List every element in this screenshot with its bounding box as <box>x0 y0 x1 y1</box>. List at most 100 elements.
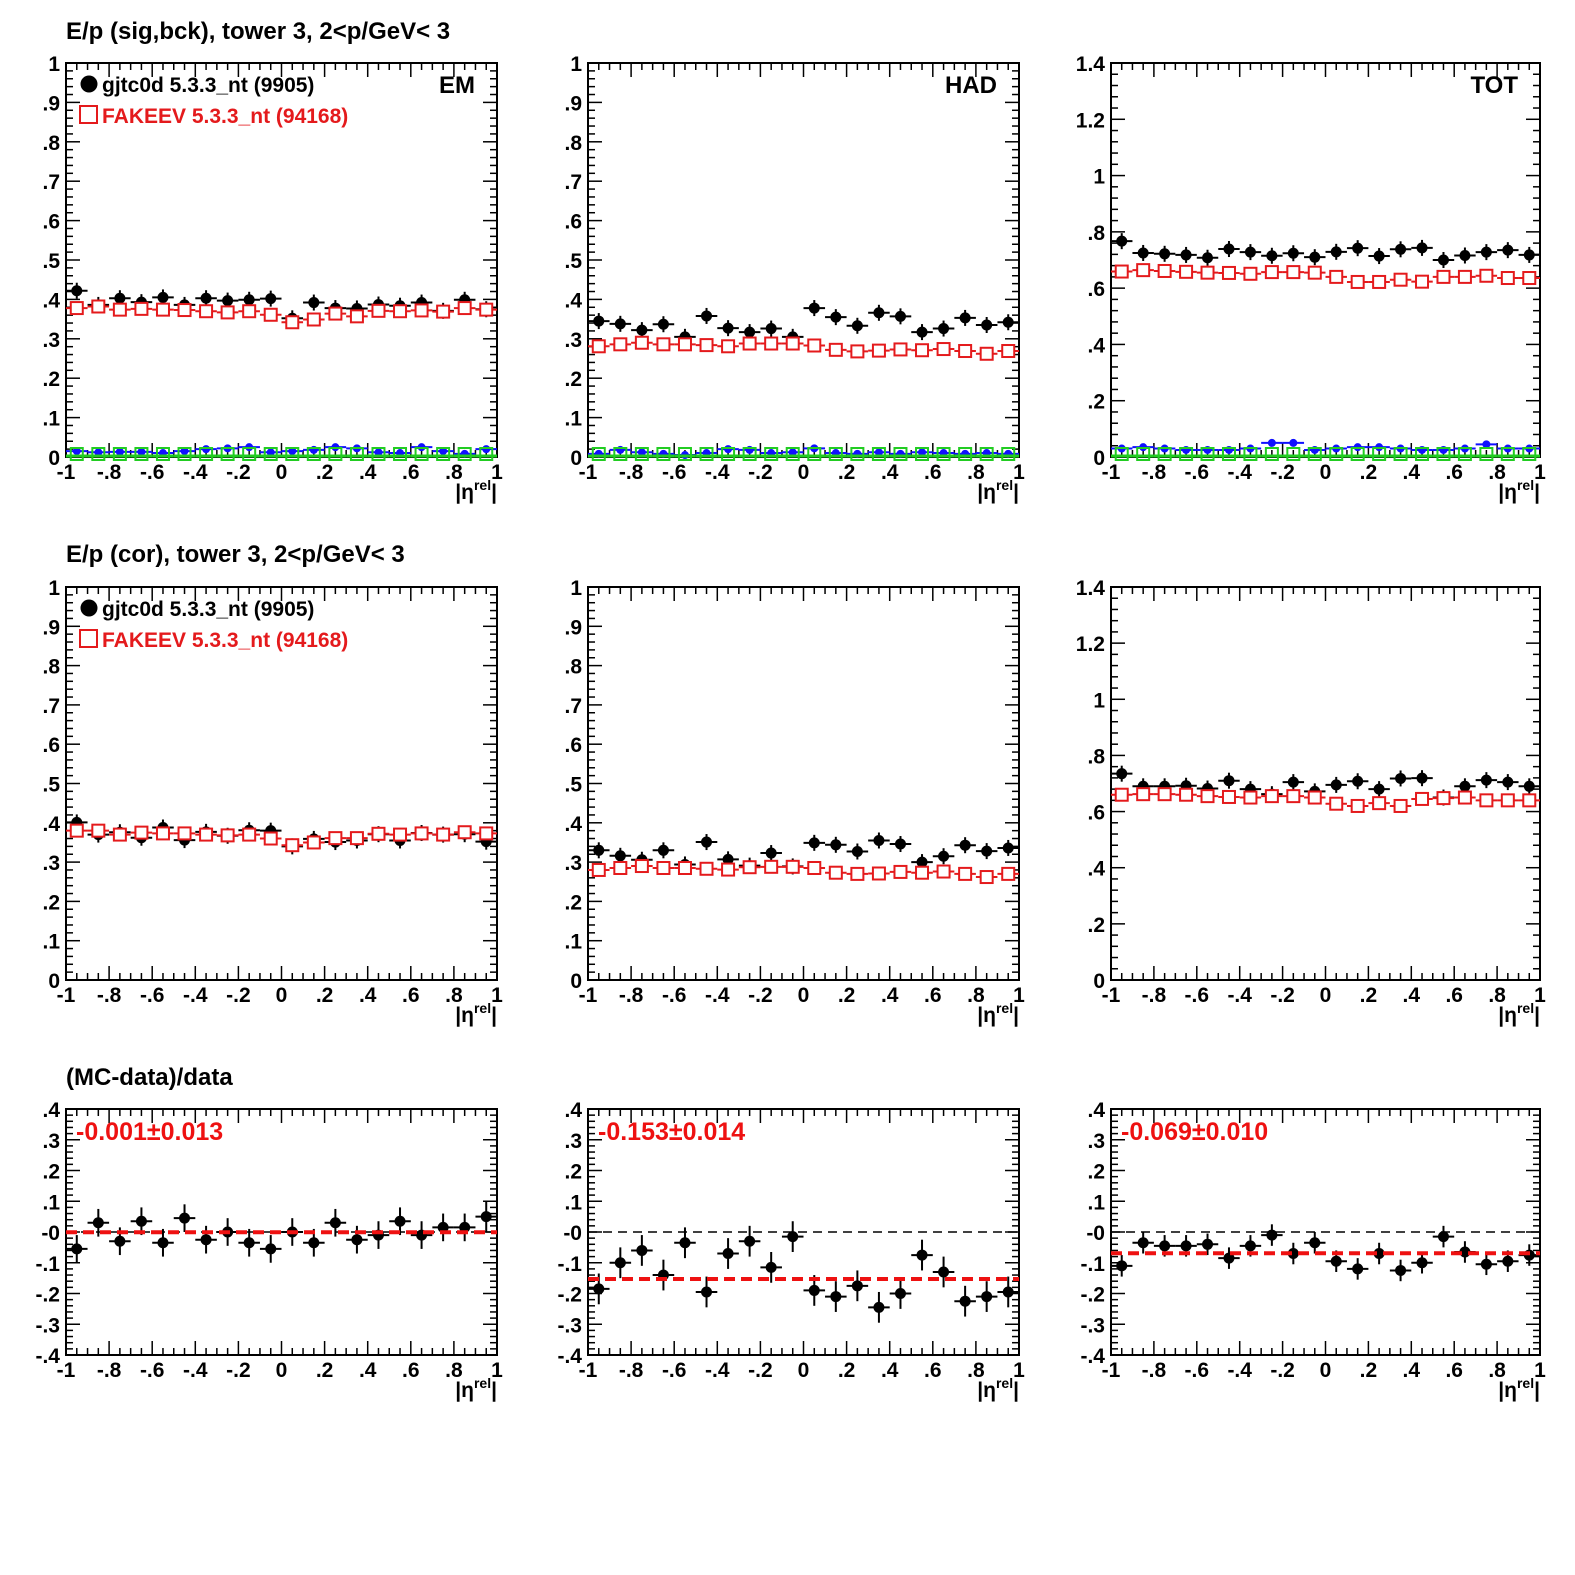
data-point <box>657 844 669 856</box>
x-tick-label: -.2 <box>1270 1359 1295 1382</box>
y-tick-label: .2 <box>42 368 60 391</box>
legend-data-marker <box>80 599 98 617</box>
y-tick-label: .3 <box>564 329 582 352</box>
x-tick-label: 0 <box>1320 1359 1332 1382</box>
bck-mc-point <box>1221 447 1236 461</box>
x-tick-label: -.8 <box>619 984 644 1007</box>
bck-mc-point <box>742 447 757 461</box>
chart-panel-cor-tot: -1 -.8 -.6 -.4 -.2 0.2.4.6.8 1|ηrel|0.2.4.6.81… <box>1076 577 1546 1027</box>
mc-point <box>871 866 886 881</box>
x-tick-label: -.4 <box>705 984 730 1007</box>
data-point <box>938 850 950 862</box>
mc-point <box>1243 790 1258 805</box>
chart-panel-ratio-em: -1 -.8 -.6 -.4 -.2 0 .2 .4 .6 .8 1|ηrel| -.4 -.3 -.2 -… <box>35 1099 503 1402</box>
mc-point <box>1415 791 1430 806</box>
mc-point <box>436 304 451 319</box>
mc-point <box>785 336 800 351</box>
x-tick-label: 0 <box>798 1359 810 1382</box>
bck-data-point <box>94 448 103 457</box>
y-tick-label: 0 <box>570 970 582 993</box>
x-axis-label: |ηrel| <box>455 477 497 504</box>
y-tick-label: .6 <box>564 734 582 757</box>
bck-data-point <box>874 448 883 457</box>
mc-point <box>936 864 951 879</box>
chart-panel-sig-bck-tot: -1 -.8 -.6 -.4 -.2 0.2.4.6.8 1|ηrel|0.2.4.6.81… <box>1076 53 1546 504</box>
y-tick-label: .4 <box>564 813 582 836</box>
x-tick-label: .6 <box>402 1359 420 1382</box>
data-point <box>593 844 605 856</box>
mc-point <box>1157 263 1172 278</box>
data-point <box>1502 244 1514 256</box>
ratio-point <box>959 1295 971 1307</box>
x-tick-label: -1 <box>57 1359 76 1382</box>
data-point <box>1330 779 1342 791</box>
bck-mc-point <box>721 447 736 461</box>
mc-point <box>893 342 908 357</box>
bck-data-point <box>1267 438 1276 447</box>
mc-point <box>134 825 149 840</box>
mc-point <box>764 336 779 351</box>
data-point <box>1373 250 1385 262</box>
mc-point <box>1114 787 1129 802</box>
x-tick-label: -.6 <box>1185 1359 1210 1382</box>
ratio-point <box>744 1235 756 1247</box>
data-point <box>1416 242 1428 254</box>
y-tick-label: .9 <box>564 92 582 115</box>
mc-point <box>1522 271 1537 286</box>
mc-point <box>721 862 736 877</box>
y-tick-label: .8 <box>1087 222 1105 245</box>
y-tick-label: .5 <box>564 774 582 797</box>
legend-data-label: gjtc0d 5.3.3_nt (9905) <box>102 74 314 97</box>
y-tick-label: .6 <box>42 211 60 234</box>
x-tick-label: 1 <box>1013 1359 1025 1382</box>
mc-point <box>1522 793 1537 808</box>
bck-data-point <box>72 447 81 456</box>
mc-point <box>91 299 106 314</box>
y-tick-label: .4 <box>1087 858 1105 881</box>
mc-point <box>936 342 951 357</box>
ratio-point <box>765 1261 777 1273</box>
y-tick-label: 1.2 <box>1076 109 1105 132</box>
x-tick-label: .4 <box>881 461 899 484</box>
legend-mc-marker <box>79 629 98 648</box>
ratio-point <box>1287 1248 1299 1260</box>
mc-point <box>1500 271 1515 286</box>
bck-mc-point <box>349 447 364 461</box>
x-tick-label: 0 <box>1320 461 1332 484</box>
bck-mc-point <box>199 447 214 461</box>
ratio-point <box>459 1221 471 1233</box>
data-point <box>808 837 820 849</box>
y-tick-label: 1 <box>570 577 582 600</box>
ratio-point <box>1502 1255 1514 1267</box>
x-tick-label: .6 <box>402 984 420 1007</box>
mc-point <box>677 860 692 875</box>
x-tick-label: -.8 <box>1142 461 1167 484</box>
mc-point <box>479 826 494 841</box>
bck-mc-point <box>613 447 628 461</box>
y-tick-label: 1 <box>570 53 582 76</box>
data-point <box>200 292 212 304</box>
ratio-point <box>1459 1246 1471 1258</box>
mc-point <box>457 825 472 840</box>
x-tick-label: 0 <box>1320 984 1332 1007</box>
data-point <box>1202 252 1214 264</box>
y-tick-label: 1 <box>1093 689 1105 712</box>
x-tick-label: -.4 <box>183 1359 208 1382</box>
mc-point <box>306 312 321 327</box>
y-tick-label: .7 <box>564 695 582 718</box>
y-tick-label: 1 <box>48 577 60 600</box>
bck-mc-point <box>328 447 343 461</box>
ratio-point <box>200 1234 212 1246</box>
mc-point <box>785 859 800 874</box>
x-tick-label: .8 <box>1488 1359 1506 1382</box>
bck-mc-point <box>915 447 930 461</box>
data-point <box>593 315 605 327</box>
data-point <box>1352 242 1364 254</box>
y-tick-label: .7 <box>42 171 60 194</box>
ratio-point <box>787 1231 799 1243</box>
x-tick-label: 0 <box>798 461 810 484</box>
x-tick-label: .2 <box>1360 461 1378 484</box>
y-tick-label: .6 <box>42 734 60 757</box>
y-tick-label: -.2 <box>1080 1284 1105 1307</box>
x-tick-label: -.6 <box>662 1359 687 1382</box>
